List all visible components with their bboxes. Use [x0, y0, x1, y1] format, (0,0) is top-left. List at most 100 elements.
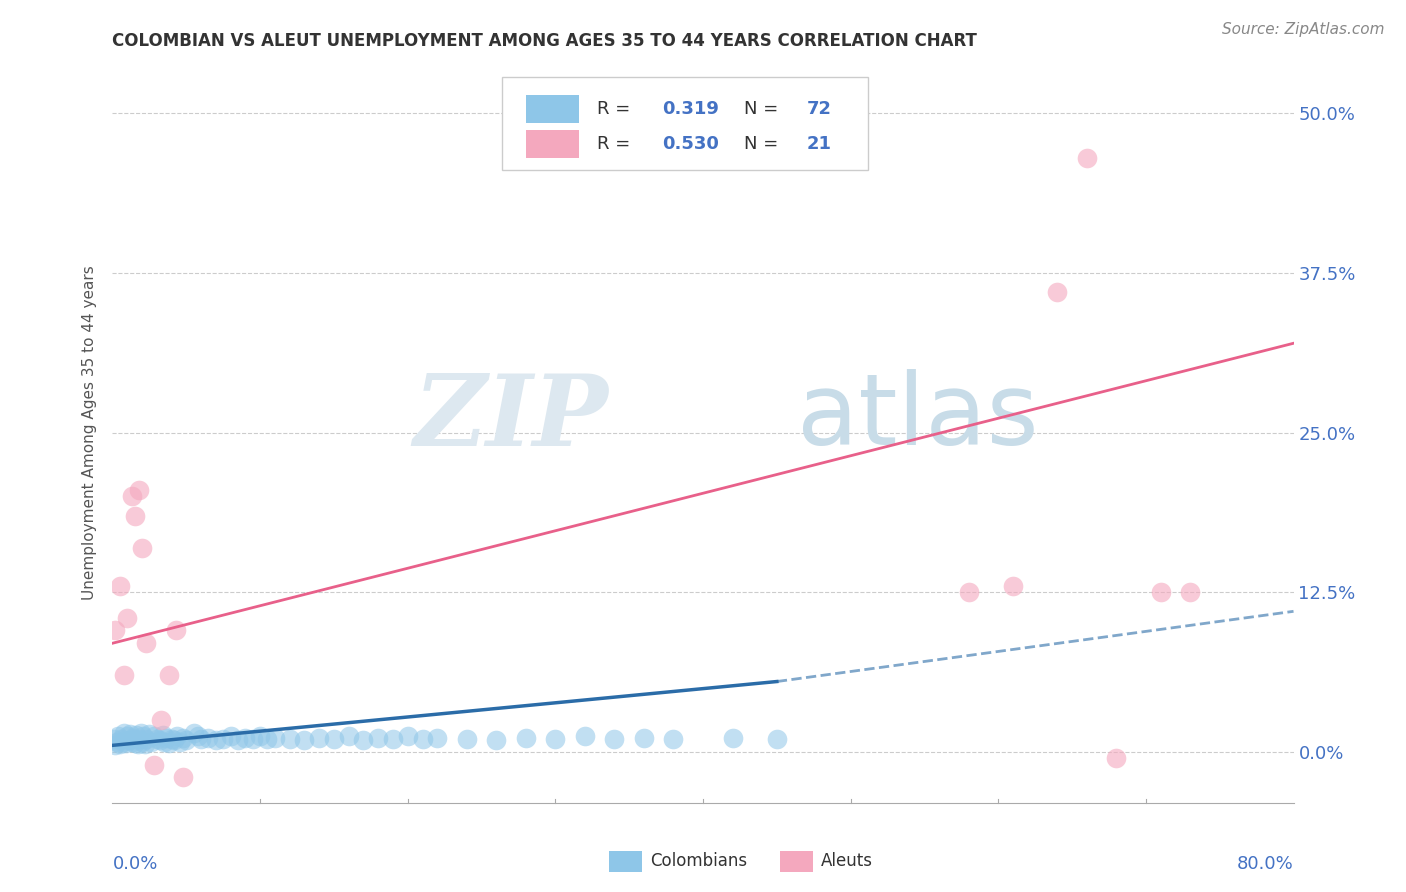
Point [233, 731, 256, 745]
Point [264, 731, 287, 745]
Point [124, 736, 146, 750]
Point [166, 730, 188, 744]
Point [172, 770, 194, 784]
Text: ZIP: ZIP [413, 369, 609, 466]
Point [411, 731, 433, 746]
Point [190, 731, 212, 746]
Point [153, 734, 176, 748]
Point [125, 728, 148, 742]
Text: 72: 72 [807, 100, 832, 118]
Point [183, 725, 205, 739]
Point [135, 731, 157, 746]
Bar [780, 851, 813, 871]
Point [149, 733, 172, 747]
Text: 0.319: 0.319 [662, 100, 718, 118]
Point [103, 731, 125, 746]
Bar [609, 851, 641, 871]
Point [105, 734, 128, 748]
Text: Aleuts: Aleuts [821, 852, 873, 871]
Point [111, 734, 134, 748]
Point [352, 733, 374, 747]
Text: Source: ZipAtlas.com: Source: ZipAtlas.com [1222, 22, 1385, 37]
Point [1046, 285, 1069, 300]
FancyBboxPatch shape [502, 78, 869, 169]
Point [242, 731, 264, 746]
Text: 80.0%: 80.0% [1237, 855, 1294, 872]
Point [142, 757, 165, 772]
Point [122, 731, 145, 745]
Point [308, 731, 330, 745]
Point [1076, 151, 1098, 165]
Point [1105, 751, 1128, 765]
Point [278, 731, 301, 746]
Point [135, 636, 157, 650]
Point [226, 733, 249, 747]
Point [104, 739, 127, 753]
Text: N =: N = [744, 135, 785, 153]
Point [118, 733, 141, 747]
Point [131, 541, 153, 555]
Point [515, 731, 537, 745]
Text: R =: R = [596, 135, 636, 153]
Point [157, 668, 180, 682]
Point [129, 725, 152, 739]
Text: Colombians: Colombians [650, 852, 747, 871]
Point [114, 736, 136, 750]
Point [205, 733, 228, 747]
Point [131, 734, 153, 748]
Point [128, 483, 150, 497]
Point [117, 611, 138, 625]
Point [219, 730, 242, 744]
Text: 0.530: 0.530 [662, 135, 718, 153]
Text: COLOMBIAN VS ALEUT UNEMPLOYMENT AMONG AGES 35 TO 44 YEARS CORRELATION CHART: COLOMBIAN VS ALEUT UNEMPLOYMENT AMONG AG… [112, 32, 977, 50]
Point [292, 733, 315, 747]
Point [120, 727, 142, 741]
Point [163, 733, 186, 747]
Point [150, 713, 173, 727]
Point [574, 730, 596, 744]
Point [134, 737, 156, 751]
Point [249, 730, 271, 744]
Point [121, 734, 143, 748]
Text: R =: R = [596, 100, 636, 118]
Point [367, 731, 389, 745]
Point [132, 730, 155, 744]
Point [187, 730, 209, 744]
Point [138, 727, 160, 741]
Point [108, 579, 131, 593]
Point [112, 668, 135, 682]
Bar [526, 130, 579, 158]
Point [212, 731, 235, 746]
Point [456, 731, 478, 746]
Point [139, 734, 162, 748]
Point [337, 730, 360, 744]
Point [124, 508, 146, 523]
Point [160, 731, 183, 746]
Text: 0.0%: 0.0% [112, 855, 157, 872]
Point [197, 731, 219, 745]
Point [721, 731, 744, 745]
Point [603, 731, 626, 746]
Point [396, 730, 419, 744]
Point [127, 737, 149, 751]
Point [1178, 585, 1201, 599]
Point [957, 585, 980, 599]
Point [662, 731, 685, 746]
Point [633, 731, 655, 745]
Point [152, 728, 174, 742]
Point [121, 490, 143, 504]
Point [157, 736, 180, 750]
Point [104, 624, 127, 638]
Point [165, 624, 187, 638]
Text: N =: N = [744, 100, 785, 118]
Point [323, 731, 346, 746]
Bar [526, 95, 579, 123]
Point [174, 733, 197, 747]
Point [256, 731, 278, 746]
Point [112, 725, 135, 739]
Point [107, 730, 129, 744]
Point [155, 731, 177, 745]
Text: 21: 21 [807, 135, 832, 153]
Point [169, 734, 191, 748]
Point [128, 731, 150, 746]
